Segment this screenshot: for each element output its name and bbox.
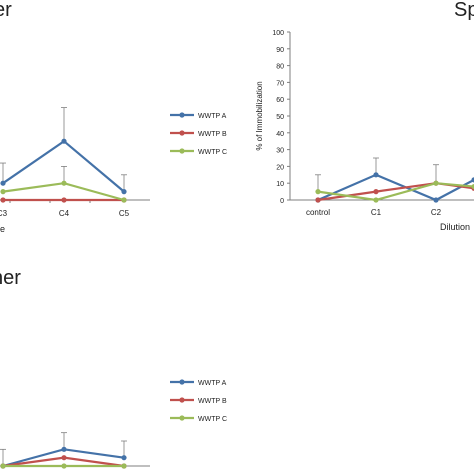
panel-1-series-2-point bbox=[121, 197, 127, 203]
panel-1-xtick-2: C5 bbox=[119, 209, 130, 218]
panel-1-series-1-point bbox=[0, 197, 6, 203]
legend-bottom-label: WWTP A bbox=[198, 380, 227, 387]
legend-top-swatch-marker bbox=[179, 112, 185, 118]
panel-2-xtick-0: control bbox=[306, 208, 330, 217]
legend-bottom-swatch-marker bbox=[179, 397, 185, 403]
panel-1-series-2-point bbox=[61, 180, 67, 186]
panel-3-series-2-point bbox=[121, 463, 127, 469]
panel-3-series-0-point bbox=[61, 446, 67, 452]
panel-2-series-2-point bbox=[373, 197, 379, 203]
panel-1-series-1-point bbox=[61, 197, 67, 203]
legend-top-label: WWTP A bbox=[198, 113, 227, 120]
panel-2-xtick-2: C2 bbox=[431, 208, 442, 217]
panel-2-series-0-point bbox=[373, 172, 379, 178]
panel-2-series-0-point bbox=[471, 177, 474, 183]
panel-2-ytick-label: 90 bbox=[276, 47, 284, 54]
panel-2-series-1-point bbox=[373, 189, 379, 195]
panel-1-xtick-1: C4 bbox=[59, 209, 70, 218]
legend-top-swatch-marker bbox=[179, 130, 185, 136]
panel-1-series-0-point bbox=[0, 180, 6, 186]
panel-2-ytick-label: 20 bbox=[276, 164, 284, 171]
panel-2-xlabel: Dilution bbox=[440, 222, 470, 232]
legend-bottom-swatch-marker bbox=[179, 379, 185, 385]
legend-top-label: WWTP C bbox=[198, 149, 227, 156]
panel-2-ytick-label: 60 bbox=[276, 97, 284, 104]
panel-2-series-2-line bbox=[317, 182, 474, 202]
panel-2-ytick-label: 80 bbox=[276, 64, 284, 71]
panel-1-title: er bbox=[0, 0, 12, 21]
panel-3-series-0-point bbox=[121, 455, 127, 461]
panel-1-xlabel: e bbox=[0, 224, 5, 234]
panel-3-series-2-point bbox=[0, 463, 6, 469]
panel-2-title: Sp bbox=[454, 0, 474, 21]
panel-2-series-2-point bbox=[315, 189, 321, 195]
panel-1-plot bbox=[0, 107, 127, 203]
panel-2-series-0-point bbox=[433, 197, 439, 203]
panel-3-series-2-point bbox=[61, 463, 67, 469]
panel-2-ylabel: % of Immobilization bbox=[255, 81, 264, 150]
panel-2-yticks: 0 10 20 30 40 50 60 70 80 90 100 bbox=[272, 30, 290, 205]
panel-2-series-2-point bbox=[471, 183, 474, 190]
panel-1-series-0-point bbox=[61, 138, 67, 144]
panel-3-plot bbox=[0, 432, 127, 469]
legend-bottom: WWTP A WWTP B WWTP C bbox=[170, 379, 227, 423]
legend-top-swatch-marker bbox=[179, 148, 185, 154]
panel-1-axes: C3 C4 C5 e bbox=[0, 199, 150, 234]
panel-2-ytick-label: 10 bbox=[276, 181, 284, 188]
panel-2-ytick-label: 100 bbox=[272, 30, 284, 37]
panel-1-series-2-point bbox=[0, 189, 6, 195]
legend-bottom-label: WWTP B bbox=[198, 398, 227, 405]
legend-top-label: WWTP B bbox=[198, 131, 227, 138]
panel-2-ytick-label: 0 bbox=[280, 198, 284, 205]
panel-2-series-2-point bbox=[433, 180, 439, 186]
legend-bottom-swatch-marker bbox=[179, 415, 185, 421]
panel-2-ytick-label: 50 bbox=[276, 114, 284, 121]
panel-2-ytick-label: 30 bbox=[276, 148, 284, 155]
panel-1-series-0-point bbox=[121, 189, 127, 195]
panel-1-xtick-0: C3 bbox=[0, 209, 8, 218]
panel-2-xtick-1: C1 bbox=[371, 208, 382, 217]
panel-2-ytick-label: 40 bbox=[276, 131, 284, 138]
panel-2-series-1-point bbox=[315, 197, 321, 203]
panel-2-ytick-label: 70 bbox=[276, 80, 284, 87]
legend-top: WWTP A WWTP B WWTP C bbox=[170, 112, 227, 156]
panel-2-axes: 0 10 20 30 40 50 60 70 80 90 100 % of Immobilizati… bbox=[255, 30, 474, 232]
legend-bottom-label: WWTP C bbox=[198, 416, 227, 423]
panel-3-title: her bbox=[0, 267, 21, 289]
panel-2-plot bbox=[315, 157, 474, 203]
panel-3-series-1-point bbox=[61, 455, 67, 461]
